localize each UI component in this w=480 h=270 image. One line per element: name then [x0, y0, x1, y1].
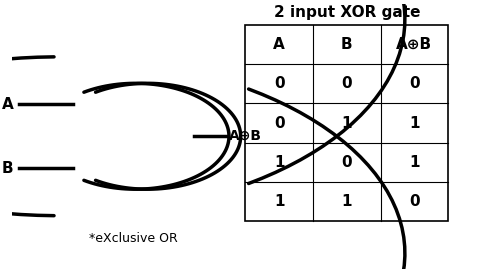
Text: 0: 0 — [409, 194, 420, 209]
Bar — [245, 25, 448, 221]
Text: 1: 1 — [274, 194, 284, 209]
Text: A: A — [1, 97, 13, 112]
Text: 2 input XOR gate: 2 input XOR gate — [274, 5, 420, 20]
Text: 1: 1 — [342, 116, 352, 130]
Text: 1: 1 — [342, 194, 352, 209]
Text: 0: 0 — [409, 76, 420, 91]
Text: 0: 0 — [341, 76, 352, 91]
Text: 1: 1 — [409, 155, 420, 170]
Text: 0: 0 — [341, 155, 352, 170]
Text: 1: 1 — [274, 155, 284, 170]
Text: 0: 0 — [274, 76, 285, 91]
Text: B: B — [2, 161, 13, 176]
Text: A⊕B: A⊕B — [229, 129, 262, 143]
Text: 1: 1 — [409, 116, 420, 130]
Text: A⊕B: A⊕B — [396, 37, 432, 52]
Text: B: B — [341, 37, 353, 52]
Text: A: A — [273, 37, 285, 52]
Text: *eXclusive OR: *eXclusive OR — [89, 232, 178, 245]
Text: 0: 0 — [274, 116, 285, 130]
